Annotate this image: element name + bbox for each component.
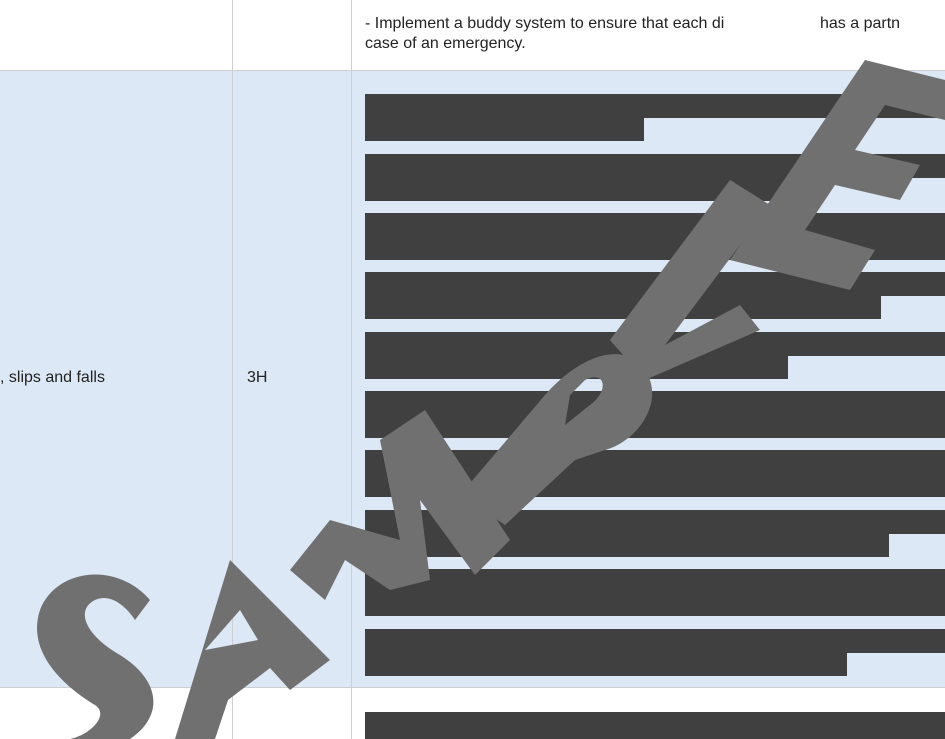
redaction-bar [365,356,788,379]
redaction-bar [365,332,945,356]
redaction-bar [365,272,945,296]
redaction-bar [365,391,945,415]
redaction-bar [365,712,945,739]
redaction-bar [365,94,945,118]
table-row: - Implement a buddy system to ensure tha… [0,0,945,70]
column-divider [232,0,233,739]
controls-text-line-1: - Implement a buddy system to ensure tha… [365,15,725,32]
row-divider [0,687,945,688]
redaction-bar [365,118,644,141]
redaction-bar [365,474,945,497]
redaction-bar [365,296,881,319]
controls-text-line-2: case of an emergency. [365,35,526,52]
row-divider [0,70,945,71]
redaction-bar [365,415,945,438]
redaction-bar [365,629,945,653]
redaction-bar [365,154,945,178]
redaction-bar [365,653,847,676]
redaction-bar [365,178,801,201]
redaction-bar [365,569,945,593]
redacted-content [365,0,945,739]
controls-text-line-1-end: has a partn [820,15,901,32]
column-divider [351,0,352,739]
redaction-bar [365,510,945,534]
redaction-bar [365,450,945,474]
redaction-bar [365,593,945,616]
risk-rating-cell: 3H [247,369,268,386]
redaction-bar [365,213,945,237]
hazard-cell: , slips and falls [0,369,105,386]
redaction-bar [365,534,889,557]
redaction-bar [365,237,945,260]
